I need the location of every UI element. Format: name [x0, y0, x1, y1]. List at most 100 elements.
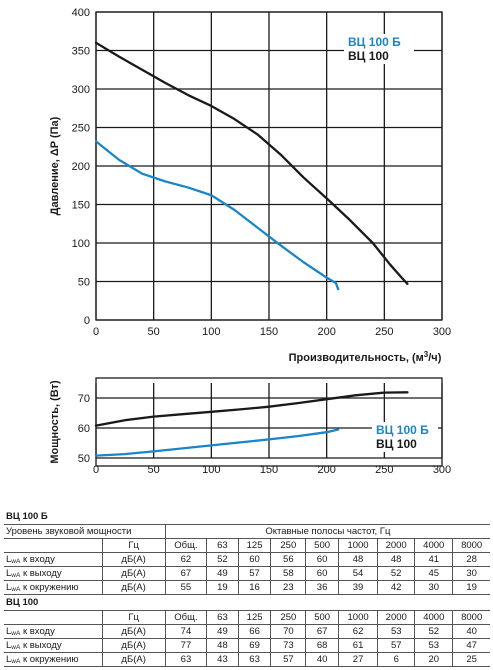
freq-cell: 8000	[452, 538, 490, 553]
table-row: LwA к окружению дБ(A) 55 19 16 23 36 39 42 30 19	[4, 580, 490, 595]
table-subtitle: Уровень звуковой мощности	[4, 524, 166, 539]
charts-canvas: 0 50 100 150 200 250 3000501001502002503003504…	[49, 7, 451, 476]
y-tick-label: 100	[72, 238, 90, 250]
freq-cell: 125	[238, 538, 272, 553]
value-cell: 27	[338, 652, 379, 667]
value-cell: 57	[270, 652, 307, 667]
table-row: LwA к входу дБ(A) 62 52 60 56 60 48 48 41 28	[4, 552, 490, 567]
value-cell: 41	[414, 552, 454, 567]
value-cell: 58	[270, 566, 307, 581]
freq-cell: Общ.	[165, 610, 208, 625]
freq-header-row: Гц Общ. 63 125 250 500 1000 2000 4000 8000	[4, 538, 490, 553]
value-cell: 28	[452, 552, 490, 567]
y-axis-label: Мощность, (Вт)	[49, 380, 61, 464]
row-label: LwA к входу	[4, 552, 103, 567]
x-tick-label: 50	[148, 326, 160, 338]
unit-cell: дБ(A)	[101, 580, 166, 595]
series-line-0	[94, 140, 340, 291]
x-tick-label: 100	[202, 464, 220, 476]
x-tick-label: 100	[202, 326, 220, 338]
value-cell: 25	[452, 652, 490, 667]
x-tick-label: 300	[433, 326, 451, 338]
table-row: LwA к выходу дБ(A) 77 48 69 73 68 61 57 53 47	[4, 638, 490, 653]
freq-cell: 63	[206, 538, 239, 553]
sound-tables: ВЦ 100 Б Уровень звуковой мощности Октав…	[4, 510, 490, 667]
value-cell: 52	[414, 624, 454, 639]
y-tick-label: 250	[72, 123, 90, 135]
freq-cell: 2000	[377, 538, 416, 553]
freq-cell: 250	[270, 610, 307, 625]
value-cell: 70	[270, 624, 307, 639]
value-cell: 55	[165, 580, 208, 595]
y-tick-label: 70	[78, 393, 90, 405]
hz-cell: Гц	[101, 610, 166, 625]
value-cell: 60	[305, 566, 339, 581]
value-cell: 68	[305, 638, 339, 653]
freq-cell: 4000	[414, 610, 454, 625]
freq-cell: 250	[270, 538, 307, 553]
pressure-chart: 0 50 100 150 200 250 300 0 50 100 150 200 250 300 350 4…	[49, 7, 451, 364]
freq-cell: 8000	[452, 610, 490, 625]
value-cell: 67	[165, 566, 208, 581]
band-header: Октавные полосы частот, Гц	[165, 524, 490, 539]
freq-cell: 125	[238, 610, 272, 625]
value-cell: 6	[377, 652, 416, 667]
x-axis-label: Производительность, (м3/ч)	[289, 350, 442, 364]
series-line-1	[94, 41, 409, 285]
value-cell: 23	[270, 580, 307, 595]
value-cell: 48	[206, 638, 239, 653]
value-cell: 19	[452, 580, 490, 595]
x-tick-label: 300	[433, 464, 451, 476]
value-cell: 49	[206, 566, 239, 581]
freq-cell: 500	[305, 610, 339, 625]
value-cell: 60	[238, 552, 272, 567]
x-tick-label: 150	[260, 326, 278, 338]
y-axis-label: Давление, ΔP (Па)	[49, 116, 61, 215]
value-cell: 48	[338, 552, 379, 567]
y-tick-label: 60	[78, 423, 90, 435]
blank-cell	[4, 610, 103, 625]
y-tick-label: 50	[78, 277, 90, 289]
freq-cell: 500	[305, 538, 339, 553]
row-label: LwA к окружению	[4, 580, 103, 595]
x-tick-label: 0	[93, 464, 99, 476]
y-tick-label: 300	[72, 84, 90, 96]
table-row: LwA к выходу дБ(A) 67 49 57 58 60 54 52 45 30	[4, 566, 490, 581]
unit-cell: дБ(A)	[101, 638, 166, 653]
series-line-0	[94, 428, 340, 457]
value-cell: 19	[206, 580, 239, 595]
value-cell: 57	[238, 566, 272, 581]
value-cell: 40	[305, 652, 339, 667]
unit-cell: дБ(A)	[101, 552, 166, 567]
table-row: LwA к входу дБ(A) 74 49 66 70 67 62 53 52 40	[4, 624, 490, 639]
x-tick-label: 200	[317, 464, 335, 476]
table-header-row: Уровень звуковой мощности Октавные полос…	[4, 524, 490, 539]
x-tick-label: 250	[375, 326, 393, 338]
value-cell: 53	[377, 624, 416, 639]
value-cell: 52	[377, 566, 416, 581]
value-cell: 47	[452, 638, 490, 653]
value-cell: 67	[305, 624, 339, 639]
y-tick-label: 50	[78, 453, 90, 465]
value-cell: 56	[270, 552, 307, 567]
row-label: LwA к выходу	[4, 566, 103, 581]
value-cell: 43	[206, 652, 239, 667]
value-cell: 69	[238, 638, 272, 653]
value-cell: 62	[338, 624, 379, 639]
row-label: LwA к выходу	[4, 638, 103, 653]
value-cell: 53	[414, 638, 454, 653]
x-tick-label: 250	[375, 464, 393, 476]
value-cell: 30	[414, 580, 454, 595]
sound-table-vc100b: Уровень звуковой мощности Октавные полос…	[4, 524, 490, 595]
y-tick-label: 200	[72, 161, 90, 173]
value-cell: 63	[238, 652, 272, 667]
value-cell: 16	[238, 580, 272, 595]
value-cell: 62	[165, 552, 208, 567]
blank-cell	[4, 538, 103, 553]
value-cell: 45	[414, 566, 454, 581]
legend-bg	[344, 34, 414, 64]
row-label: LwA к окружению	[4, 652, 103, 667]
value-cell: 48	[377, 552, 416, 567]
value-cell: 66	[238, 624, 272, 639]
legend-bg	[372, 422, 438, 452]
